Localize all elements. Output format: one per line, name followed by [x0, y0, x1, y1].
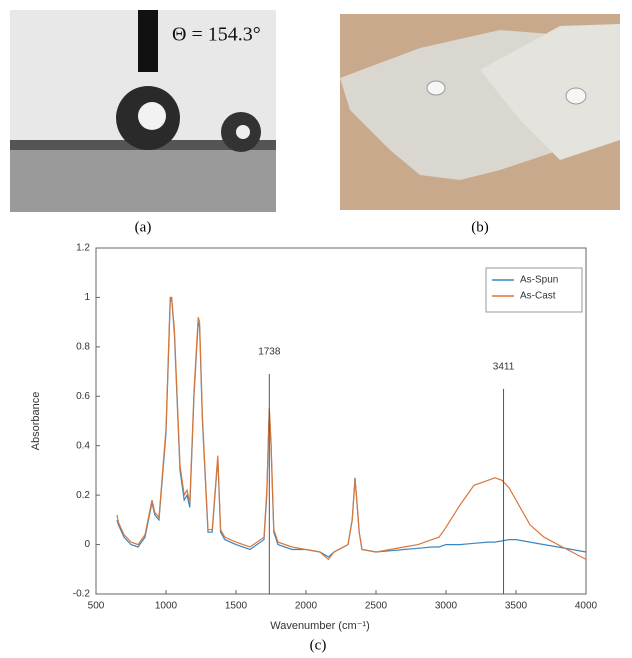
y-tick-label: 1.2 — [76, 243, 90, 254]
x-tick-label: 2500 — [365, 601, 388, 612]
y-axis-label: Absorbance — [30, 392, 42, 451]
caption: (a) — [135, 219, 152, 235]
x-tick-label: 4000 — [575, 601, 598, 612]
photo-a: Θ = 154.3° — [10, 10, 276, 212]
y-tick-label: 1 — [84, 292, 90, 303]
x-tick-label: 1500 — [225, 601, 248, 612]
x-axis-label: Wavenumber (cm⁻¹) — [270, 620, 370, 632]
y-tick-label: -0.2 — [73, 589, 91, 600]
caption: (b) — [471, 219, 489, 235]
photo-b — [340, 14, 620, 210]
series-line — [116, 296, 587, 561]
x-tick-label: 3000 — [435, 601, 458, 612]
y-tick-label: 0.6 — [76, 391, 90, 402]
x-tick-label: 2000 — [295, 601, 318, 612]
annotation-label: 3411 — [493, 362, 515, 373]
contact-angle: Θ = 154.3° — [172, 24, 261, 46]
y-tick-label: 0.2 — [76, 490, 90, 501]
x-tick-label: 500 — [88, 601, 105, 612]
x-tick-label: 3500 — [505, 601, 528, 612]
x-tick-label: 1000 — [155, 601, 178, 612]
y-tick-label: 0 — [84, 539, 90, 550]
legend-label: As-Spun — [520, 275, 558, 286]
caption: (c) — [310, 637, 327, 653]
annotation-label: 1738 — [258, 347, 281, 358]
y-tick-label: 0.4 — [76, 440, 90, 451]
y-tick-label: 0.8 — [76, 341, 90, 352]
legend-label: As-Cast — [520, 291, 556, 302]
legend-box — [485, 267, 583, 313]
